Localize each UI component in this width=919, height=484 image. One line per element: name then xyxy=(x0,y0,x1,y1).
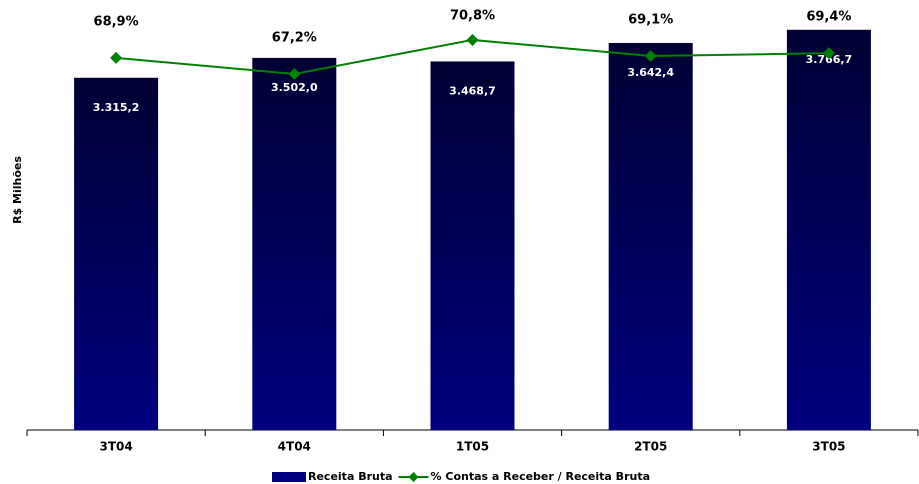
bar xyxy=(74,77,159,430)
bar-value-label: 3.766,7 xyxy=(806,53,853,66)
line-value-label: 70,8% xyxy=(450,9,495,24)
bar-value-label: 3.315,2 xyxy=(93,101,140,114)
line-value-label: 67,2% xyxy=(272,30,317,45)
line-marker xyxy=(822,47,835,60)
line-value-label: 69,1% xyxy=(628,13,673,28)
legend-label: Receita Bruta xyxy=(308,470,393,483)
legend-label: % Contas a Receber / Receita Bruta xyxy=(431,470,650,483)
x-tick-label: 4T04 xyxy=(278,440,311,454)
bar-value-label: 3.502,0 xyxy=(271,81,318,94)
line-marker xyxy=(466,33,479,46)
y-axis-label: R$ Milhões xyxy=(11,156,24,224)
bar xyxy=(430,61,515,431)
line-value-label: 69,4% xyxy=(806,10,851,25)
bar-value-label: 3.642,4 xyxy=(627,66,674,79)
x-tick-label: 3T04 xyxy=(99,440,132,454)
line-marker xyxy=(644,50,657,62)
legend-marker xyxy=(408,472,419,482)
x-tick-label: 1T05 xyxy=(456,440,489,454)
line-marker xyxy=(288,67,301,80)
bar-value-label: 3.468,7 xyxy=(449,84,496,97)
line-value-label: 68,9% xyxy=(94,14,139,29)
x-tick-label: 2T05 xyxy=(634,440,667,454)
x-tick-label: 3T05 xyxy=(812,440,845,454)
bar xyxy=(252,57,337,430)
legend-swatch xyxy=(272,472,306,482)
line-marker xyxy=(110,51,123,64)
bar xyxy=(786,29,871,431)
bar xyxy=(608,42,693,431)
